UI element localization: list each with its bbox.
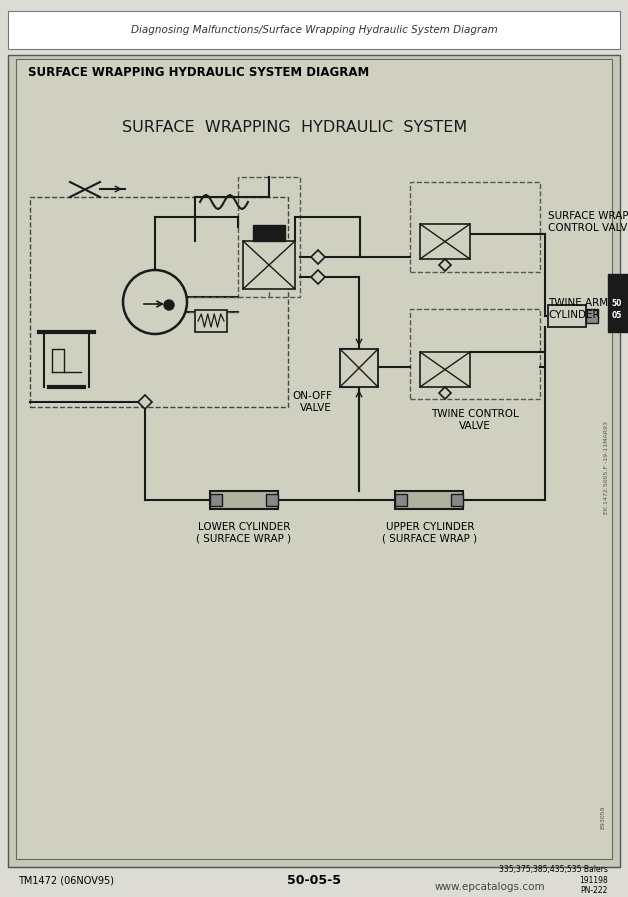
Bar (451, 494, 463, 506)
Text: 335,375,385,435,535 Balers
191198
PN-222: 335,375,385,435,535 Balers 191198 PN-222 (499, 865, 608, 895)
Text: E93059: E93059 (600, 806, 605, 829)
Bar (420, 352, 470, 387)
Bar (340, 349, 378, 387)
Bar (238, 177, 300, 297)
Text: LOWER CYLINDER
( SURFACE WRAP ): LOWER CYLINDER ( SURFACE WRAP ) (197, 522, 291, 544)
Polygon shape (439, 259, 451, 271)
Bar (243, 241, 295, 289)
Text: SURFACE WRAPPING HYDRAULIC SYSTEM DIAGRAM: SURFACE WRAPPING HYDRAULIC SYSTEM DIAGRA… (28, 65, 369, 79)
Bar (210, 491, 278, 509)
Bar (586, 309, 598, 323)
Text: ON-OFF
VALVE: ON-OFF VALVE (292, 391, 332, 413)
Text: SURFACE WRAP
CONTROL VALVE: SURFACE WRAP CONTROL VALVE (548, 211, 628, 233)
Text: 50-05-5: 50-05-5 (287, 874, 341, 886)
Polygon shape (311, 270, 325, 284)
Bar (16, 59, 612, 859)
Text: www.epcatalogs.com: www.epcatalogs.com (435, 882, 545, 892)
Text: TWINE ARM
CYLINDER: TWINE ARM CYLINDER (548, 298, 608, 320)
Text: SURFACE  WRAPPING  HYDRAULIC  SYSTEM: SURFACE WRAPPING HYDRAULIC SYSTEM (122, 119, 468, 135)
Bar (253, 225, 285, 241)
Text: 05: 05 (612, 310, 622, 319)
Bar (195, 310, 227, 332)
Bar (395, 494, 407, 506)
Bar (608, 274, 628, 332)
Text: TM1472 (06NOV95): TM1472 (06NOV95) (18, 875, 114, 885)
Text: 50: 50 (612, 299, 622, 308)
Bar (210, 494, 222, 506)
Bar (395, 491, 463, 509)
Bar (266, 494, 278, 506)
Polygon shape (138, 395, 152, 409)
Bar (420, 224, 470, 259)
Polygon shape (311, 250, 325, 264)
Bar (410, 182, 540, 272)
Text: EK.1472.5005.F -19-11MAR93: EK.1472.5005.F -19-11MAR93 (604, 421, 609, 513)
Text: UPPER CYLINDER
( SURFACE WRAP ): UPPER CYLINDER ( SURFACE WRAP ) (382, 522, 477, 544)
Bar (8, 11, 620, 49)
Bar (30, 197, 288, 407)
Circle shape (164, 300, 174, 310)
Bar (410, 309, 540, 399)
Bar (548, 305, 586, 327)
Circle shape (123, 270, 187, 334)
Polygon shape (439, 387, 451, 399)
Text: TWINE CONTROL
VALVE: TWINE CONTROL VALVE (431, 409, 519, 431)
Text: Diagnosing Malfunctions/Surface Wrapping Hydraulic System Diagram: Diagnosing Malfunctions/Surface Wrapping… (131, 25, 497, 35)
